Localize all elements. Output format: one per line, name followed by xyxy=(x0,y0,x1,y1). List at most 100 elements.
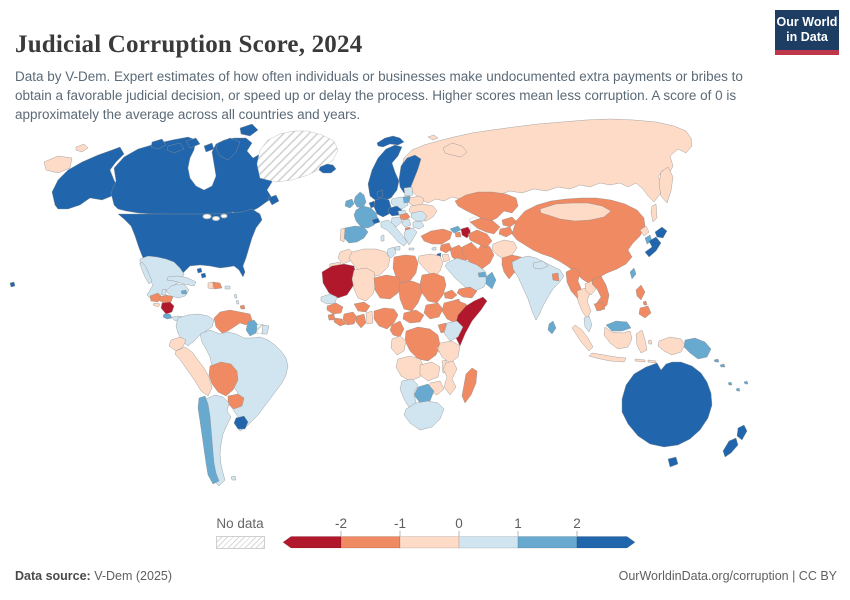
country-togo-benin[interactable] xyxy=(365,310,374,325)
country-libya[interactable] xyxy=(392,254,419,284)
country-croatia-bosnia[interactable] xyxy=(390,216,403,228)
country-venezuela[interactable] xyxy=(213,309,253,334)
country-mali[interactable] xyxy=(351,267,377,302)
country-indonesia-moluccas[interactable] xyxy=(647,339,653,345)
country-iceland[interactable] xyxy=(318,163,337,174)
country-saudi-arabia[interactable] xyxy=(444,257,489,292)
country-indonesia-kalimantan[interactable] xyxy=(603,326,633,350)
country-tunisia[interactable] xyxy=(386,246,397,259)
country-syria[interactable] xyxy=(439,242,453,254)
country-indonesia-lesser-sunda[interactable] xyxy=(634,358,646,363)
country-dominican-republic[interactable] xyxy=(212,281,223,290)
country-russia-novaya-zemlya[interactable] xyxy=(442,142,468,158)
country-philippines-visayas[interactable] xyxy=(642,300,648,306)
country-costa-rica[interactable] xyxy=(162,313,173,320)
country-vanuatu[interactable] xyxy=(727,381,733,386)
country-estonia-latvia[interactable] xyxy=(403,186,414,197)
country-russia[interactable] xyxy=(401,118,693,204)
country-canada-island-3[interactable] xyxy=(185,137,201,149)
country-turkey[interactable] xyxy=(420,228,453,245)
country-south-africa[interactable] xyxy=(403,400,445,431)
country-bolivia[interactable] xyxy=(208,361,239,397)
country-papua-new-guinea[interactable] xyxy=(683,337,712,360)
country-norway-sweden[interactable] xyxy=(367,144,403,202)
country-ireland[interactable] xyxy=(344,198,355,209)
country-falkland-islands[interactable] xyxy=(230,475,237,481)
legend-bin-1-2[interactable] xyxy=(517,536,578,549)
country-united-kingdom[interactable] xyxy=(353,191,367,209)
country-central-african-republic[interactable] xyxy=(402,309,425,324)
country-eritrea[interactable] xyxy=(443,289,458,300)
country-mozambique[interactable] xyxy=(442,360,458,396)
country-china[interactable] xyxy=(511,197,646,285)
country-serbia[interactable] xyxy=(401,218,412,228)
country-cambodia[interactable] xyxy=(593,301,606,312)
country-yemen[interactable] xyxy=(456,286,478,299)
country-usa-alaska[interactable] xyxy=(51,146,125,210)
country-senegal[interactable] xyxy=(320,293,338,305)
country-mexico-yucatan[interactable] xyxy=(165,283,190,299)
country-malaysia-borneo[interactable] xyxy=(605,320,632,332)
country-burkina-faso[interactable] xyxy=(353,301,371,313)
country-greece[interactable] xyxy=(403,227,418,246)
country-finland[interactable] xyxy=(398,154,422,194)
country-north-korea[interactable] xyxy=(639,225,650,237)
country-italy[interactable] xyxy=(380,219,408,247)
country-russia-sakhalin[interactable] xyxy=(650,203,658,223)
country-indonesia-lesser-sunda-2[interactable] xyxy=(647,359,657,364)
country-germany[interactable] xyxy=(373,197,392,218)
country-lesser-antilles[interactable] xyxy=(233,293,238,299)
country-canada-island-2[interactable] xyxy=(166,142,185,154)
country-tajikistan[interactable] xyxy=(498,226,514,238)
country-switzerland[interactable] xyxy=(371,217,381,225)
country-russia-chukotka-west[interactable] xyxy=(43,155,73,174)
country-canada-newfoundland[interactable] xyxy=(267,194,280,206)
country-guinea[interactable] xyxy=(326,302,344,315)
country-peru[interactable] xyxy=(174,346,213,397)
country-russia-franz-josef[interactable] xyxy=(427,134,439,141)
country-portugal[interactable] xyxy=(339,227,346,243)
country-madagascar[interactable] xyxy=(461,367,478,404)
country-solomon-islands-2[interactable] xyxy=(719,363,726,368)
country-bangladesh[interactable] xyxy=(551,272,560,282)
country-nepal[interactable] xyxy=(532,260,549,270)
country-cyprus[interactable] xyxy=(431,246,437,251)
license-label[interactable]: CC BY xyxy=(798,569,837,583)
country-japan-hokkaido[interactable] xyxy=(654,226,668,239)
legend-bin-below-minus2[interactable] xyxy=(282,536,342,549)
country-uzbekistan[interactable] xyxy=(469,217,501,235)
country-el-salvador[interactable] xyxy=(152,302,161,308)
country-jordan[interactable] xyxy=(441,253,451,263)
country-morocco[interactable] xyxy=(337,248,355,265)
country-bahamas[interactable] xyxy=(196,267,203,274)
country-malaysia-peninsula[interactable] xyxy=(583,315,593,333)
country-india[interactable] xyxy=(511,255,565,321)
country-turkmenistan[interactable] xyxy=(467,229,493,249)
country-sierra-leone[interactable] xyxy=(327,313,336,321)
country-hawaii[interactable] xyxy=(9,281,16,288)
country-lesser-antilles-2[interactable] xyxy=(235,299,240,305)
country-philippines-mindanao[interactable] xyxy=(638,305,652,319)
country-oman[interactable] xyxy=(485,271,497,290)
legend-bin-0-1[interactable] xyxy=(458,536,519,549)
legend-bin-minus1-0[interactable] xyxy=(399,536,460,549)
country-fiji[interactable] xyxy=(735,387,741,392)
country-guyana[interactable] xyxy=(245,319,259,337)
country-new-zealand-north[interactable] xyxy=(736,424,748,441)
country-uruguay[interactable] xyxy=(233,415,249,430)
country-usa[interactable] xyxy=(117,208,263,278)
legend-no-data-swatch[interactable] xyxy=(216,536,265,549)
country-niger[interactable] xyxy=(373,274,403,300)
country-puerto-rico[interactable] xyxy=(224,285,231,290)
country-greece-crete[interactable] xyxy=(408,247,415,251)
country-mexico-baja[interactable] xyxy=(139,261,153,285)
country-kenya[interactable] xyxy=(443,320,464,342)
country-honduras[interactable] xyxy=(158,294,174,304)
country-sri-lanka[interactable] xyxy=(547,320,557,335)
country-bahamas-2[interactable] xyxy=(200,272,207,279)
country-belize[interactable] xyxy=(161,288,167,296)
legend-bin-minus2-minus1[interactable] xyxy=(340,536,401,549)
country-kyrgyzstan[interactable] xyxy=(501,216,518,228)
country-ivory-coast[interactable] xyxy=(342,311,358,326)
country-canada[interactable] xyxy=(110,136,273,217)
